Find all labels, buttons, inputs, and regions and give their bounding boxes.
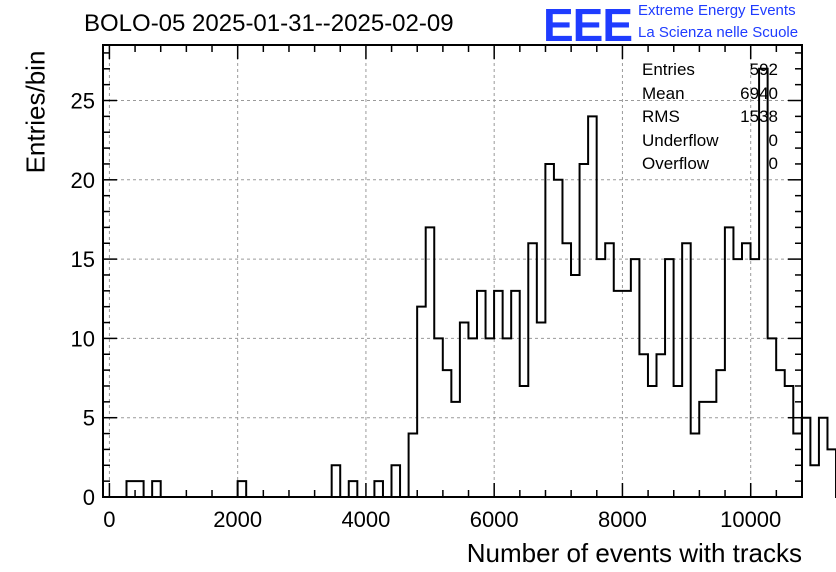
histogram-bin (827, 449, 836, 497)
histogram-bin (622, 291, 631, 497)
stat-value: 592 (749, 60, 778, 79)
y-axis-label: Entries/bin (20, 50, 51, 174)
stat-value: 0 (768, 130, 778, 150)
axis-tick-labels: 0 2000 4000 6000 8000 10000 0 5 10 15 20 25 (71, 89, 782, 532)
histogram-bin (451, 402, 460, 497)
histogram-bin (751, 259, 760, 497)
histogram-bin (725, 227, 734, 497)
y-tick-label: 0 (83, 485, 95, 510)
histogram-bin (426, 227, 435, 497)
histogram-bin (614, 291, 623, 497)
histogram-bin (682, 243, 691, 497)
y-tick-label: 5 (83, 406, 95, 431)
histogram-bin (657, 354, 666, 497)
histogram-bin (537, 323, 546, 497)
stat-value: 0 (768, 154, 778, 173)
histogram-bin (571, 275, 580, 497)
axis-ticks (103, 45, 803, 498)
x-tick-label: 4000 (341, 507, 390, 532)
histogram-bin (349, 481, 358, 497)
histogram-bin (631, 259, 640, 497)
histogram-bin (135, 481, 144, 497)
plot-frame (102, 44, 803, 498)
histogram-bin (716, 370, 725, 497)
histogram-bin (733, 259, 742, 497)
histogram-bin (639, 354, 648, 497)
x-tick-label: 2000 (213, 507, 262, 532)
histogram-bin (545, 164, 554, 497)
y-tick-label: 20 (71, 168, 95, 193)
grid-lines (103, 45, 802, 497)
histogram-bin (665, 259, 674, 497)
x-tick-label: 8000 (598, 507, 647, 532)
histogram-bin (785, 386, 794, 497)
chart-title: BOLO-05 2025-01-31--2025-02-09 (84, 10, 454, 37)
histogram-bin (392, 465, 401, 497)
x-tick-label: 0 (103, 507, 115, 532)
x-tick-label: 6000 (470, 507, 519, 532)
stat-label: Mean (642, 83, 685, 103)
stat-label: Underflow (642, 130, 719, 150)
histogram-bin (810, 465, 819, 497)
stat-value: 6940 (740, 83, 778, 103)
histogram-bin (742, 243, 751, 497)
histogram-bin (511, 291, 520, 497)
stat-row-mean: Mean 6940 (642, 82, 778, 106)
stat-label: Entries (642, 60, 695, 79)
y-tick-label: 10 (71, 326, 95, 351)
histogram-bin (417, 307, 426, 497)
histogram-bin (494, 291, 503, 497)
eee-logo: EEE (543, 0, 633, 51)
logo-line-1: Extreme Energy Events (638, 2, 796, 19)
logo-line-2: La Scienza nelle Scuole (638, 24, 799, 41)
histogram-bin (528, 243, 537, 497)
histogram-bin (477, 291, 486, 497)
y-tick-label: 25 (71, 89, 95, 114)
histogram-bin (776, 370, 785, 497)
stat-row-underflow: Underflow 0 (642, 129, 778, 153)
stat-row-overflow: Overflow 0 (642, 152, 778, 176)
histogram-bin (443, 370, 452, 497)
histogram-bin (691, 434, 700, 497)
histogram-bin (708, 402, 717, 497)
histogram-bin (409, 434, 418, 497)
stat-label: Overflow (642, 154, 710, 173)
histogram-bin (605, 243, 614, 497)
histogram-bin (802, 418, 811, 497)
stat-label: RMS (642, 107, 680, 126)
histogram-bin (238, 481, 247, 497)
histogram-bin (562, 243, 571, 497)
histogram-bin (588, 116, 597, 497)
stat-row-entries: Entries 592 (642, 58, 778, 82)
y-tick-label: 15 (71, 247, 95, 272)
x-tick-label: 10000 (720, 507, 781, 532)
histogram-bin (520, 386, 529, 497)
stat-row-rms: RMS 1538 (642, 105, 778, 129)
histogram-bin (332, 465, 341, 497)
histogram-bin (819, 418, 828, 497)
histogram-bin (374, 481, 383, 497)
histogram-bin (127, 481, 136, 497)
histogram-bin (460, 323, 469, 497)
x-axis-label: Number of events with tracks (466, 538, 802, 568)
stat-value: 1538 (740, 107, 778, 126)
stats-box: Entries 592 Mean 6940 RMS 1538 Underflow… (642, 58, 778, 176)
histogram-bin (597, 259, 606, 497)
histogram-bin (674, 386, 683, 497)
histogram-bin (580, 164, 589, 497)
histogram-bin (152, 481, 161, 497)
histogram-bin (648, 386, 657, 497)
histogram-bin (699, 402, 708, 497)
